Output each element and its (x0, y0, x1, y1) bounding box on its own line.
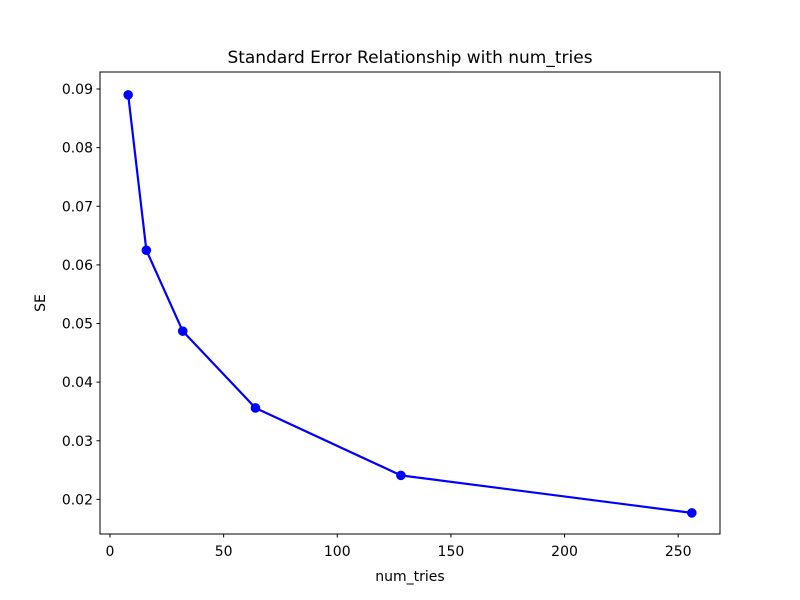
y-axis-tick-label: 0.05 (62, 317, 93, 333)
y-axis-tick-label: 0.08 (62, 141, 93, 157)
x-axis-tick-label: 150 (438, 544, 465, 560)
x-axis-label: num_tries (375, 569, 444, 585)
data-point (141, 245, 152, 256)
y-axis-tick-label: 0.06 (62, 258, 93, 274)
series-line (127, 93, 693, 514)
plot-content: 0 50 100 150 200 250 0.02 0.03 0.04 0.05 0.06 0.07 0… (62, 82, 697, 560)
y-axis-tick-label: 0.09 (62, 82, 93, 98)
data-point (250, 403, 261, 413)
y-axis-tick-label: 0.07 (62, 199, 93, 215)
data-point (177, 326, 188, 336)
x-axis-tick-label: 0 (106, 544, 115, 560)
data-point (396, 470, 406, 481)
y-axis-tick-label: 0.03 (62, 434, 93, 450)
chart-title: Standard Error Relationship with num_tri… (227, 48, 592, 68)
x-axis-tick-label: 200 (551, 544, 578, 560)
y-axis-tick-label: 0.02 (62, 492, 93, 508)
y-axis-tick-label: 0.04 (62, 375, 93, 391)
x-axis-tick-label: 100 (324, 544, 351, 560)
data-point (123, 90, 133, 100)
y-axis-label: SE (33, 294, 49, 312)
plot-border (99, 71, 721, 535)
data-point (687, 508, 697, 518)
x-axis-tick-label: 250 (665, 544, 692, 560)
x-axis-tick-label: 50 (215, 544, 233, 560)
